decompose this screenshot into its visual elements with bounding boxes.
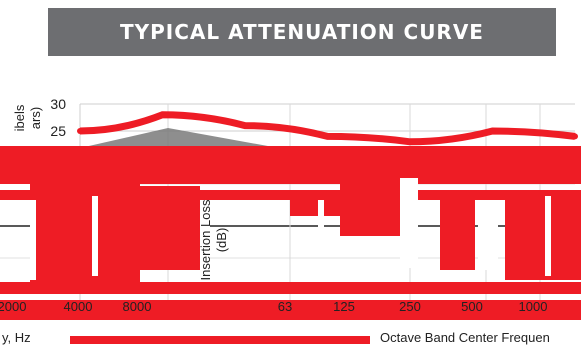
red-block xyxy=(340,176,400,236)
red-band xyxy=(0,190,581,200)
red-block xyxy=(440,200,475,270)
series-point xyxy=(159,111,166,118)
series-point xyxy=(77,128,83,134)
series-point xyxy=(242,122,248,129)
x-tick-label: 1000 xyxy=(519,299,548,314)
red-block xyxy=(505,190,581,280)
white-stripe xyxy=(92,196,98,276)
white-stripe xyxy=(318,200,324,240)
red-block xyxy=(140,186,200,270)
series-point xyxy=(324,133,331,140)
series-group xyxy=(77,111,578,146)
x-tick-label: 125 xyxy=(333,299,355,314)
x-tick-label: 250 xyxy=(399,299,421,314)
x-tick-label: 63 xyxy=(278,299,292,314)
y-axis-label-4: (dB) xyxy=(214,228,229,253)
x-tick-label: 4000 xyxy=(64,299,93,314)
white-gap xyxy=(200,200,210,270)
red-block xyxy=(30,184,140,284)
x-axis-label-2: Octave Band Center Frequen xyxy=(380,330,550,345)
x-tick-label: 500 xyxy=(461,299,483,314)
red-band xyxy=(70,336,370,344)
white-gap xyxy=(478,200,498,270)
red-band xyxy=(0,300,581,320)
chart-title-banner: TYPICAL ATTENUATION CURVE xyxy=(48,8,556,56)
red-band xyxy=(0,282,581,294)
red-band xyxy=(0,146,581,184)
series-point xyxy=(489,128,496,134)
series-point xyxy=(572,133,578,140)
y-tick-label: 30 xyxy=(50,96,66,112)
series-point xyxy=(407,138,413,145)
y-tick-label: 25 xyxy=(50,123,66,139)
white-stripe xyxy=(30,200,36,280)
white-gap xyxy=(400,178,418,268)
red-artifact-bands xyxy=(0,146,581,344)
y-axis-label-3: Insertion Loss xyxy=(198,199,213,280)
x-tick-label: 2000 xyxy=(0,299,26,314)
y-axis-label-1: ibels xyxy=(12,104,27,131)
y-axis-label-2: ars) xyxy=(28,107,43,129)
white-stripe xyxy=(545,196,551,276)
x-axis-label-1: y, Hz xyxy=(2,330,31,345)
chart-title: TYPICAL ATTENUATION CURVE xyxy=(120,20,484,44)
x-tick-label: 8000 xyxy=(123,299,152,314)
